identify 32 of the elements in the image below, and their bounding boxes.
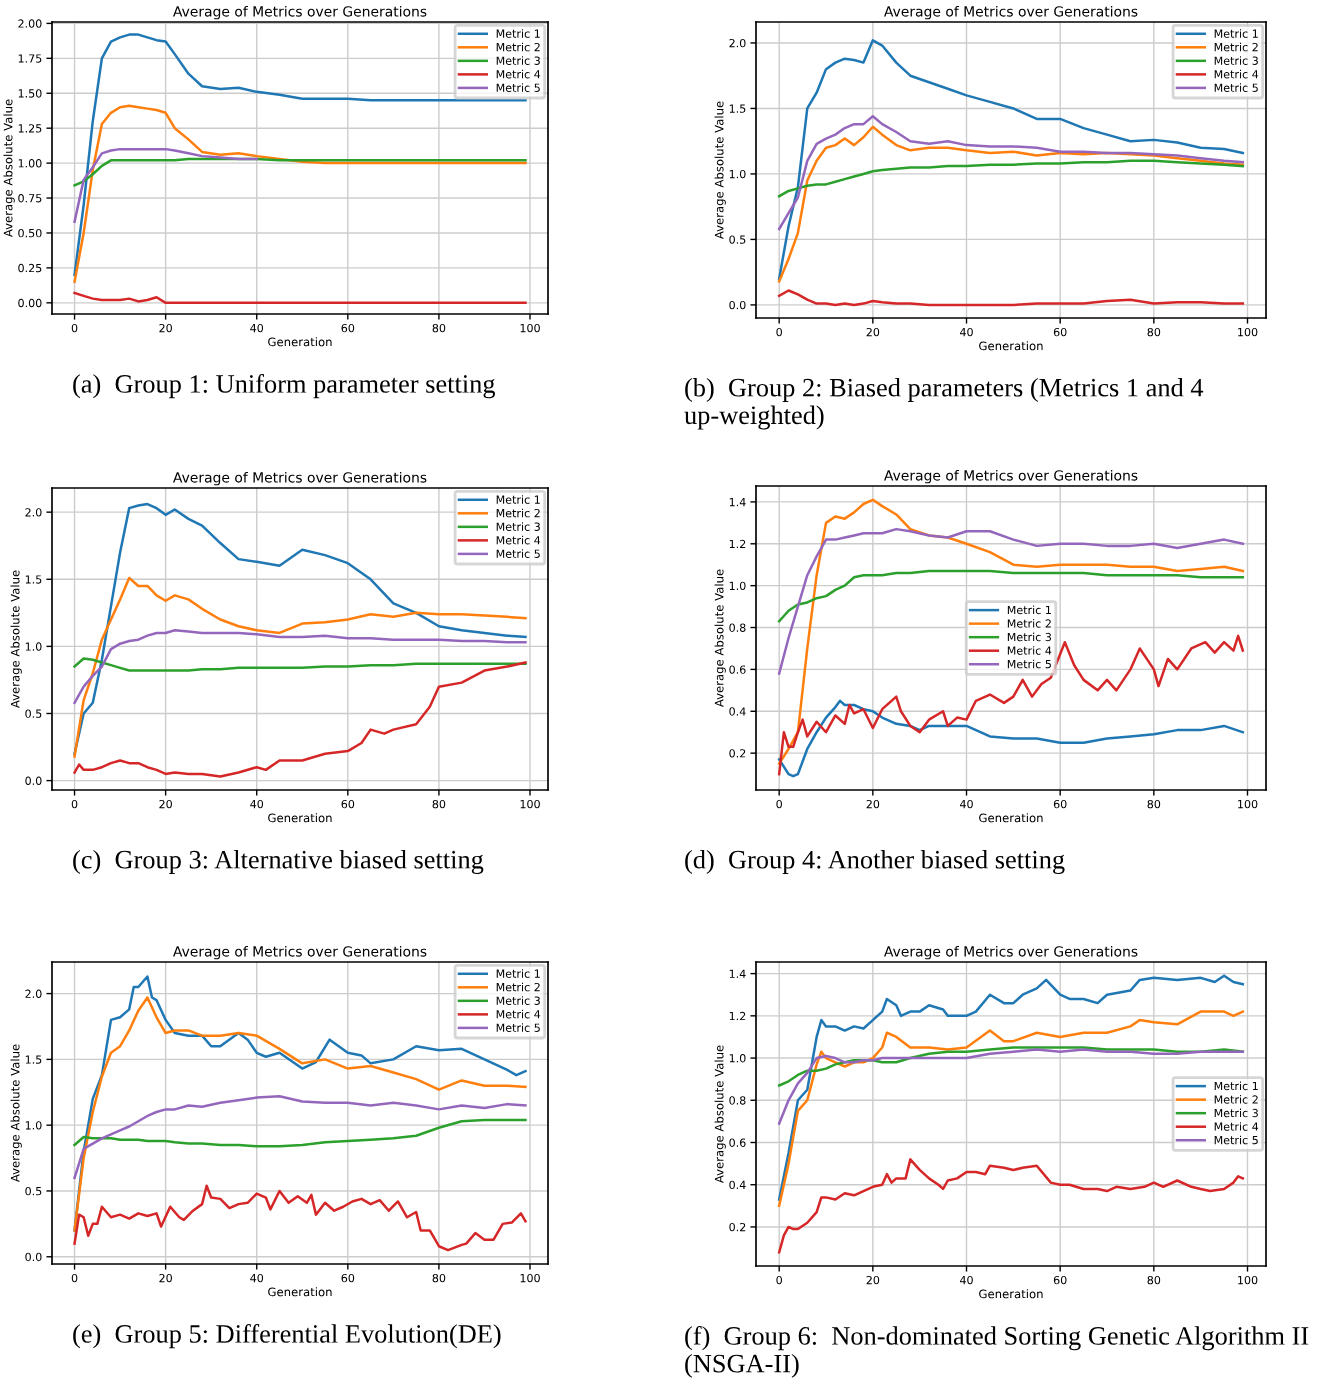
line-series	[777, 974, 1245, 1201]
line-series	[777, 634, 1245, 776]
line-series	[777, 125, 1245, 283]
line-series	[73, 1094, 527, 1180]
line-series	[73, 157, 527, 187]
text: (b) Group 2: Biased parameters (Metrics 1 and 4 up-weighted)	[684, 378, 1204, 430]
line-series	[777, 39, 1245, 280]
text: (e) Group 5: Differential Evolution(DE)	[73, 1324, 501, 1349]
line-series	[777, 1048, 1245, 1125]
text: (d) Group 4: Another biased setting	[685, 850, 1065, 875]
line-series	[73, 33, 527, 277]
line-series	[777, 569, 1245, 623]
line-series	[73, 1184, 527, 1252]
line-series	[777, 159, 1245, 198]
line-series	[73, 104, 527, 284]
line-series	[73, 147, 258, 224]
line-series	[777, 527, 1245, 675]
line-series	[777, 498, 1245, 765]
text: (a) Group 1: Uniform parameter setting	[73, 374, 496, 399]
text: (f) Group 6: Non-dominated Sorting Genetic Algorithm II (NSGA-II)	[685, 1326, 1309, 1378]
line-series	[777, 115, 1245, 231]
text: (c) Group 3: Alternative biased setting	[73, 850, 484, 875]
line-series	[777, 1010, 1245, 1208]
line-series	[777, 289, 1245, 307]
line-series	[777, 1158, 1245, 1254]
line-series	[73, 661, 527, 778]
line-series	[73, 502, 527, 756]
line-series	[777, 699, 1245, 778]
line-series	[73, 629, 527, 705]
line-series	[73, 576, 527, 758]
line-series	[73, 1118, 527, 1148]
line-series	[73, 657, 527, 672]
